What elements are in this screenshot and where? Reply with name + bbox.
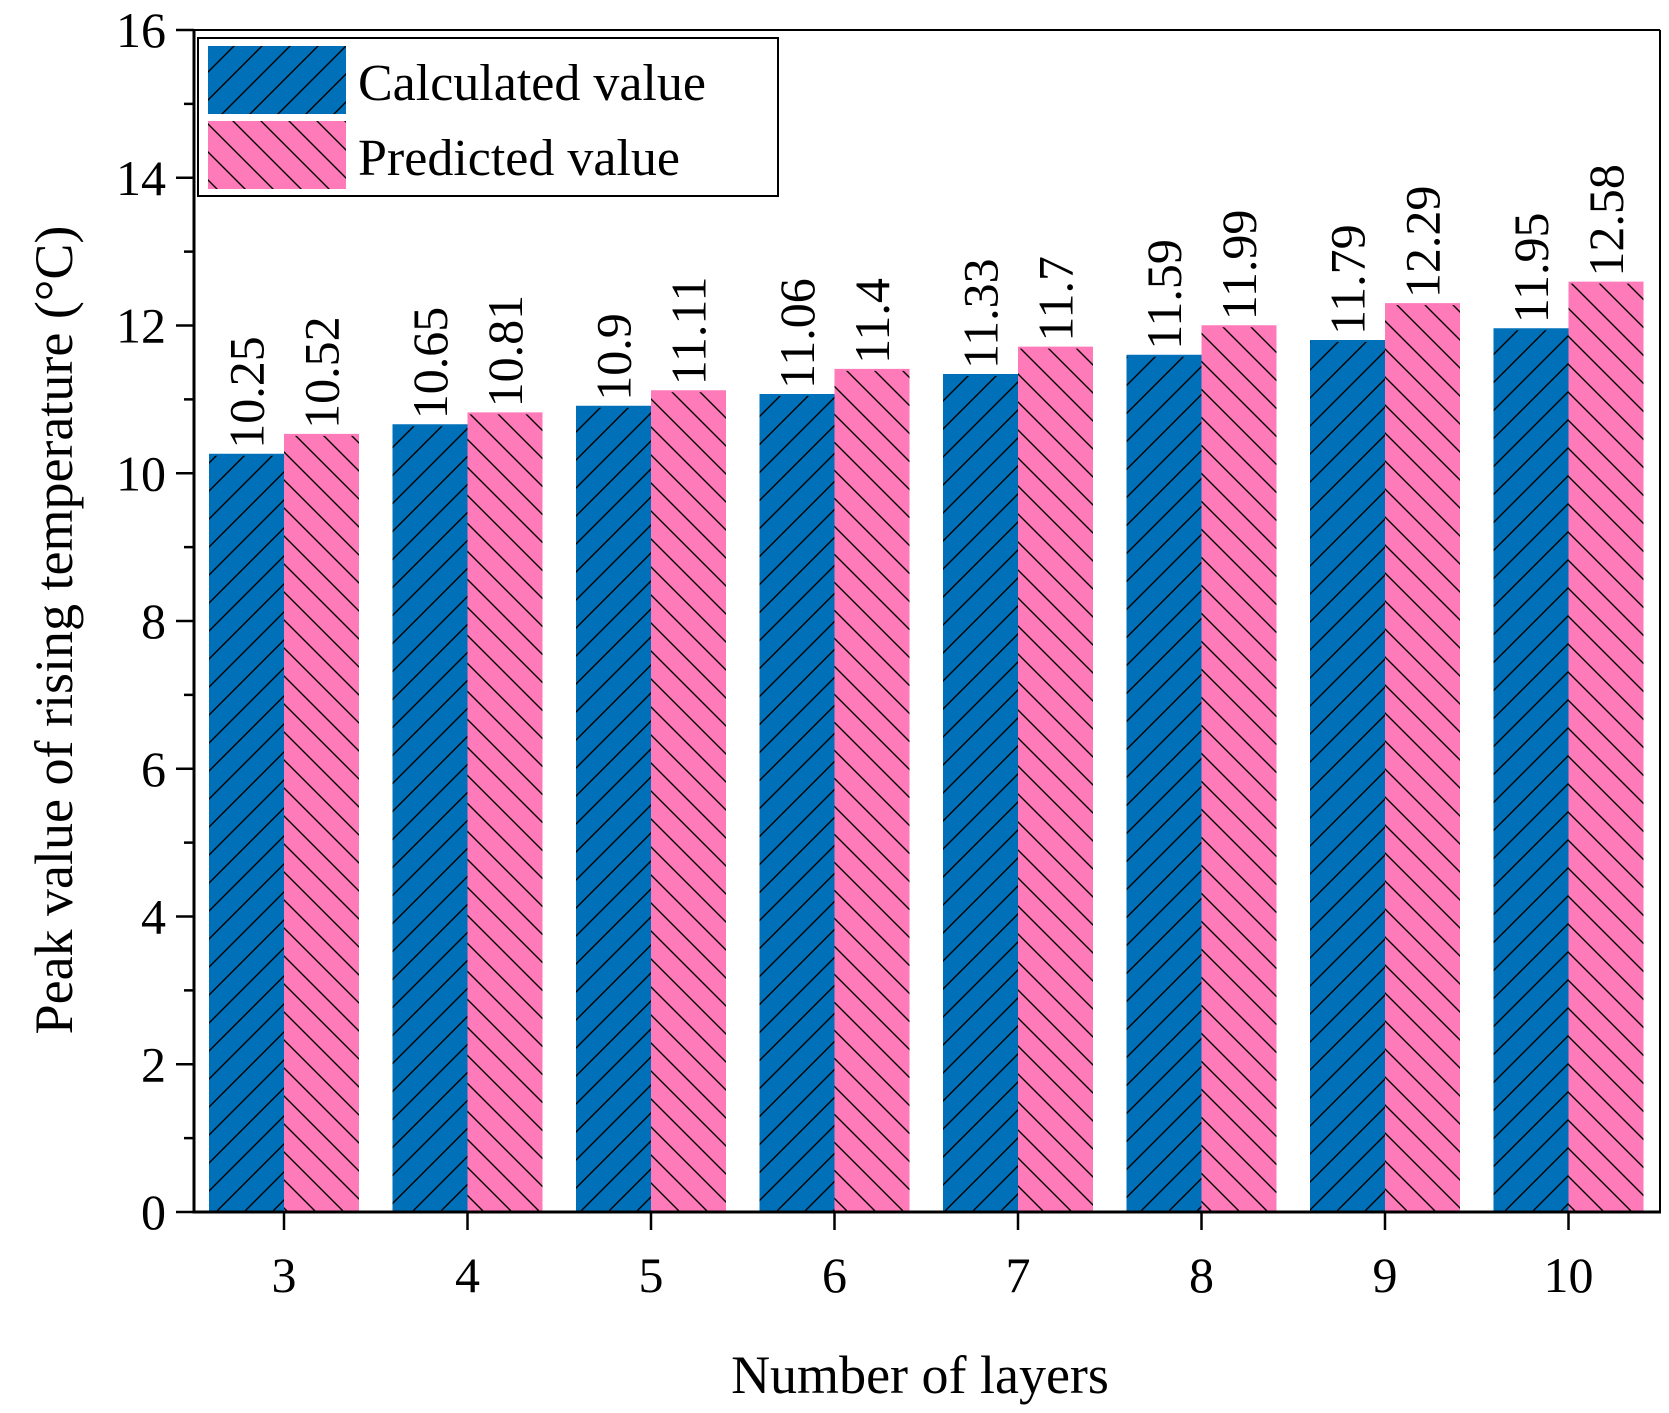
data-label-calculated-5: 10.9 xyxy=(586,313,642,401)
x-tick-label-5: 5 xyxy=(639,1247,664,1303)
bar-hatch-predicted-10 xyxy=(1568,282,1644,1213)
data-label-predicted-5: 11.11 xyxy=(661,276,717,385)
bar-hatch-calculated-6 xyxy=(759,394,835,1212)
bar-hatch-calculated-4 xyxy=(392,425,468,1212)
y-tick-label-14: 14 xyxy=(116,150,166,206)
data-label-predicted-6: 11.4 xyxy=(844,278,900,364)
bar-hatch-predicted-8 xyxy=(1201,326,1277,1212)
legend-swatch-predicted-hatch xyxy=(208,121,346,189)
x-tick-label-9: 9 xyxy=(1373,1247,1398,1303)
bar-hatch-predicted-3 xyxy=(284,434,359,1213)
x-tick-label-10: 10 xyxy=(1544,1247,1594,1303)
bar-hatch-predicted-9 xyxy=(1385,304,1460,1212)
axes-layer: 0 2 4 6 8 10 12 14 16 3 4 5 6 7 8 9 10 xyxy=(116,2,1661,1303)
data-label-calculated-9: 11.79 xyxy=(1320,224,1376,335)
y-tick-label-16: 16 xyxy=(116,2,166,58)
data-label-predicted-8: 11.99 xyxy=(1211,210,1267,321)
data-label-calculated-10: 11.95 xyxy=(1503,213,1559,324)
bar-hatch-predicted-5 xyxy=(651,391,726,1212)
bar-hatch-calculated-7 xyxy=(943,374,1018,1213)
data-label-predicted-9: 12.29 xyxy=(1395,186,1451,299)
data-label-calculated-8: 11.59 xyxy=(1136,239,1192,350)
legend-label-calculated: Calculated value xyxy=(358,55,706,112)
y-tick-label-8: 8 xyxy=(141,593,166,649)
legend-label-predicted: Predicted value xyxy=(358,130,680,187)
bar-hatch-predicted-4 xyxy=(467,413,543,1212)
y-axis-label: Peak value of rising temperature (°C) xyxy=(24,226,84,1035)
x-tick-label-8: 8 xyxy=(1189,1247,1214,1303)
legend-swatch-calculated-hatch xyxy=(208,46,346,114)
data-label-predicted-7: 11.7 xyxy=(1028,256,1084,342)
x-axis-label: Number of layers xyxy=(731,1345,1109,1405)
data-label-predicted-3: 10.52 xyxy=(294,316,350,429)
y-tick-label-0: 0 xyxy=(141,1184,166,1240)
y-tick-label-6: 6 xyxy=(141,741,166,797)
data-label-calculated-6: 11.06 xyxy=(769,278,825,389)
legend: Calculated value Predicted value xyxy=(197,37,779,197)
bar-hatch-predicted-7 xyxy=(1018,347,1093,1213)
bar-hatch-calculated-10 xyxy=(1493,329,1569,1213)
data-label-calculated-3: 10.25 xyxy=(219,336,275,449)
x-tick-label-7: 7 xyxy=(1006,1247,1031,1303)
y-tick-label-12: 12 xyxy=(116,298,166,354)
bars-layer xyxy=(209,281,1644,1213)
x-tick-label-6: 6 xyxy=(822,1247,847,1303)
data-labels-layer: 10.25 10.52 10.65 10.81 10.9 11.11 11.06 11.4 11… xyxy=(219,164,1635,449)
data-label-predicted-10: 12.58 xyxy=(1578,164,1634,277)
y-tick-label-2: 2 xyxy=(141,1036,166,1092)
bar-hatch-calculated-5 xyxy=(576,406,651,1212)
y-tick-label-4: 4 xyxy=(141,889,166,945)
x-tick-label-4: 4 xyxy=(455,1247,480,1303)
bar-hatch-calculated-9 xyxy=(1310,341,1385,1212)
data-label-calculated-4: 10.65 xyxy=(402,307,458,420)
data-label-predicted-4: 10.81 xyxy=(477,295,533,408)
bar-hatch-calculated-3 xyxy=(209,454,284,1212)
bar-hatch-calculated-8 xyxy=(1126,355,1202,1212)
y-tick-label-10: 10 xyxy=(116,445,166,501)
bar-hatch-predicted-6 xyxy=(834,369,910,1212)
x-tick-label-3: 3 xyxy=(272,1247,297,1303)
data-label-calculated-7: 11.33 xyxy=(953,258,1009,369)
